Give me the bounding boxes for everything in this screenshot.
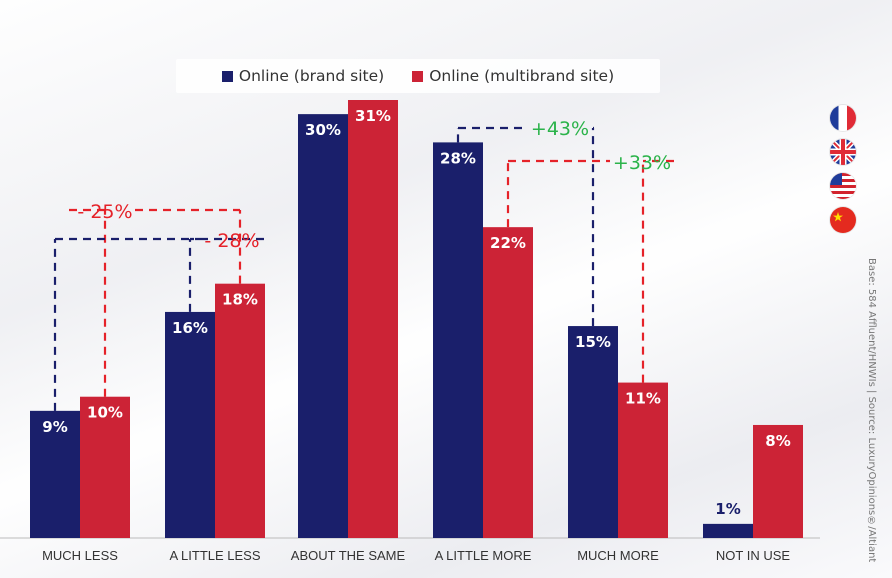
country-flags [830, 105, 860, 241]
usa-flag-icon [830, 173, 856, 199]
annotation-label-1: - 28% [204, 230, 259, 252]
data-label-multibrand-1: 18% [222, 291, 258, 309]
bar-brand-4 [568, 326, 618, 538]
category-label-1: A LITTLE LESS [169, 548, 260, 563]
france-flag-icon [830, 105, 856, 131]
data-label-multibrand-4: 11% [625, 390, 661, 408]
annotation-label-2: +43% [531, 118, 589, 140]
bar-multibrand-4 [618, 382, 668, 538]
data-label-multibrand-3: 22% [490, 234, 526, 252]
legend-swatch-multibrand [412, 70, 424, 82]
data-label-brand-5: 1% [715, 500, 740, 518]
category-label-4: MUCH MORE [577, 548, 659, 563]
legend-item-multibrand: Online (multibrand site) [412, 67, 614, 85]
chart-legend: Online (brand site) Online (multibrand s… [176, 59, 660, 93]
bar-brand-3 [433, 142, 483, 539]
bar-multibrand-2 [348, 100, 398, 538]
data-label-brand-2: 30% [305, 121, 341, 139]
source-note: Base: 584 Affluent/HNWIs | Source: Luxur… [866, 258, 877, 563]
category-label-5: NOT IN USE [716, 548, 790, 563]
annotation-label-0: - 25% [77, 201, 132, 223]
data-label-multibrand-0: 10% [87, 404, 123, 422]
data-label-brand-4: 15% [575, 333, 611, 351]
annotation-label-3: +33% [613, 152, 671, 174]
uk-flag-icon [830, 139, 856, 165]
legend-item-brand: Online (brand site) [221, 67, 385, 85]
china-flag-icon [830, 207, 856, 233]
legend-swatch-brand [221, 70, 233, 82]
data-label-multibrand-2: 31% [355, 107, 391, 125]
bar-multibrand-5 [753, 424, 803, 538]
bar-multibrand-0 [80, 396, 130, 538]
bar-brand-5 [703, 523, 753, 538]
bar-brand-0 [30, 410, 80, 538]
data-label-multibrand-5: 8% [765, 432, 790, 450]
legend-label-brand: Online (brand site) [238, 67, 385, 85]
data-label-brand-0: 9% [42, 418, 67, 436]
category-label-0: MUCH LESS [42, 548, 118, 563]
category-label-2: ABOUT THE SAME [291, 548, 406, 563]
category-label-3: A LITTLE MORE [435, 548, 532, 563]
legend-label-multibrand: Online (multibrand site) [429, 67, 615, 85]
data-label-brand-3: 28% [440, 149, 476, 167]
bar-multibrand-3 [483, 227, 533, 538]
bar-brand-1 [165, 311, 215, 538]
bar-brand-2 [298, 114, 348, 539]
data-label-brand-1: 16% [172, 319, 208, 337]
bar-multibrand-1 [215, 283, 265, 538]
